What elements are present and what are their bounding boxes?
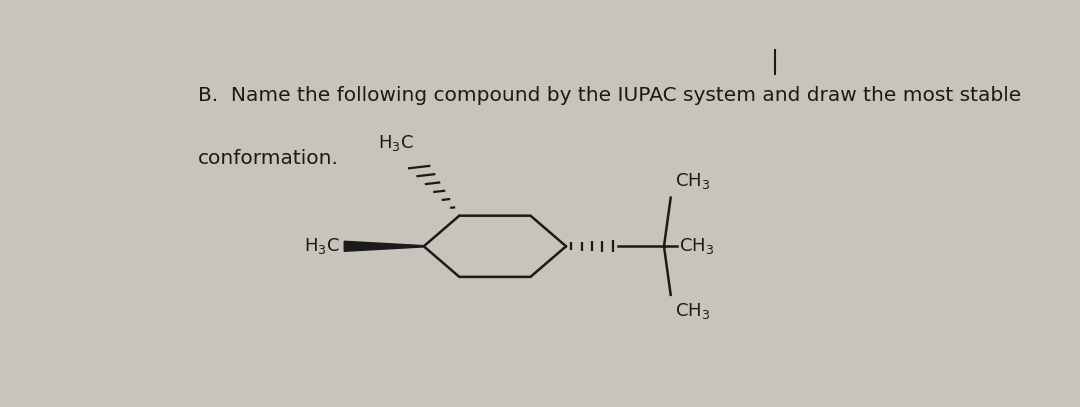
Text: B.  Name the following compound by the IUPAC system and draw the most stable: B. Name the following compound by the IU… (198, 86, 1021, 105)
Polygon shape (345, 241, 423, 251)
Text: H$_3$C: H$_3$C (378, 133, 414, 153)
Text: CH$_3$: CH$_3$ (675, 301, 710, 321)
Text: H$_3$C: H$_3$C (305, 236, 340, 256)
Text: conformation.: conformation. (198, 149, 339, 168)
Text: CH$_3$: CH$_3$ (679, 236, 714, 256)
Text: CH$_3$: CH$_3$ (675, 171, 710, 191)
